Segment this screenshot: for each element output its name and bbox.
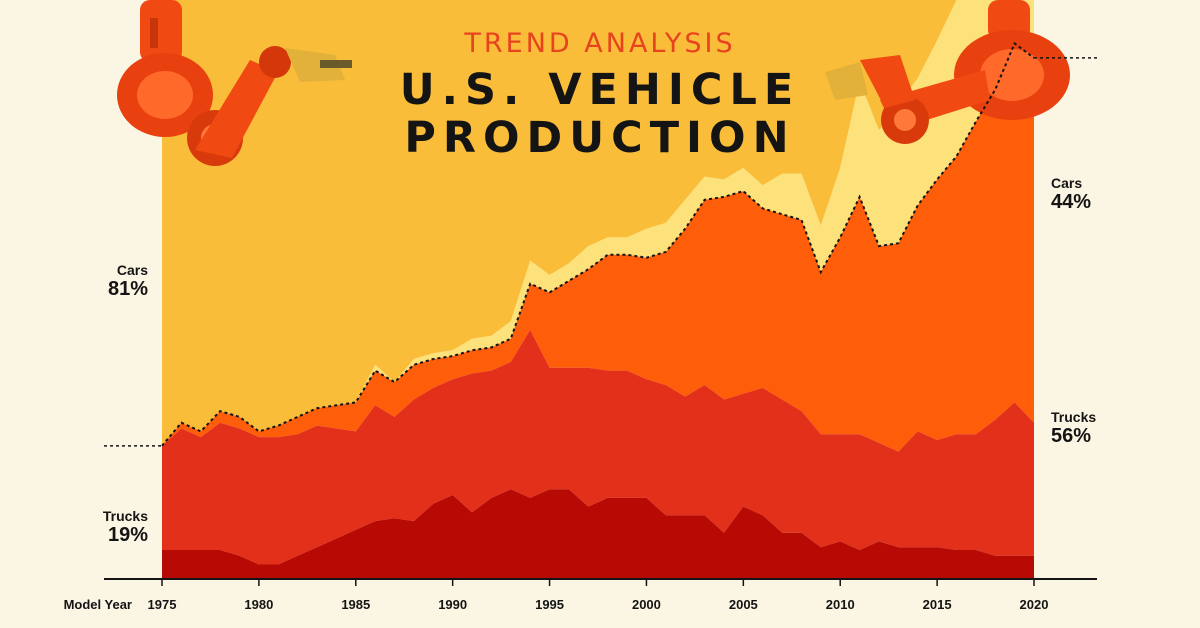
chart-overlay: Model Year 1975 1980 1985 1990 1995 2000 2005 20…: [64, 41, 1100, 612]
robot-arm-left-icon: [117, 0, 352, 166]
left-trucks-pct: 19%: [107, 524, 148, 546]
left-cars-pct: 81%: [107, 278, 148, 300]
robot-arms: [117, 0, 1070, 166]
left-trucks-name: Trucks: [102, 508, 148, 524]
area-trucks-van: [162, 489, 1034, 579]
x-tick-label-2015: 2015: [923, 597, 952, 612]
right-trucks-label: Trucks 56%: [1051, 409, 1151, 447]
x-tick-label-1980: 1980: [244, 597, 273, 612]
right-cars-pct: 44%: [1051, 191, 1092, 213]
left-trucks-label: Trucks 19%: [60, 508, 148, 546]
chart-title-line-1: U.S. VEHICLE: [399, 65, 801, 115]
right-trucks-pct: 56%: [1051, 425, 1092, 447]
x-tick-label-1995: 1995: [535, 597, 564, 612]
x-tick-label-2020: 2020: [1020, 597, 1049, 612]
right-cars-name: Cars: [1051, 175, 1083, 191]
x-tick-label-2010: 2010: [826, 597, 855, 612]
area-cars-crossover: [162, 0, 1034, 446]
right-cars-label: Cars 44%: [1051, 175, 1151, 213]
right-trucks-name: Trucks: [1051, 409, 1097, 425]
area-trucks-pickup: [162, 330, 1034, 565]
chart-subtitle: TREND ANALYSIS: [464, 28, 736, 59]
trucks-cars-divider-line: [161, 41, 1035, 447]
left-cars-name: Cars: [116, 262, 148, 278]
area-trucks-suv: [162, 43, 1034, 452]
x-axis-title: Model Year: [64, 597, 132, 612]
chart-title: U.S. VEHICLE PRODUCTION: [0, 66, 1200, 162]
area-cars-sedan-wagon: [162, 0, 1034, 446]
x-tick-label-1985: 1985: [341, 597, 370, 612]
x-tick-label-1975: 1975: [148, 597, 177, 612]
x-tick-label-2005: 2005: [729, 597, 758, 612]
x-tick-label-2000: 2000: [632, 597, 661, 612]
area-layers: [162, 0, 1034, 579]
chart-title-line-2: PRODUCTION: [404, 113, 796, 163]
left-cars-label: Cars 81%: [60, 262, 148, 300]
x-tick-label-1990: 1990: [438, 597, 467, 612]
